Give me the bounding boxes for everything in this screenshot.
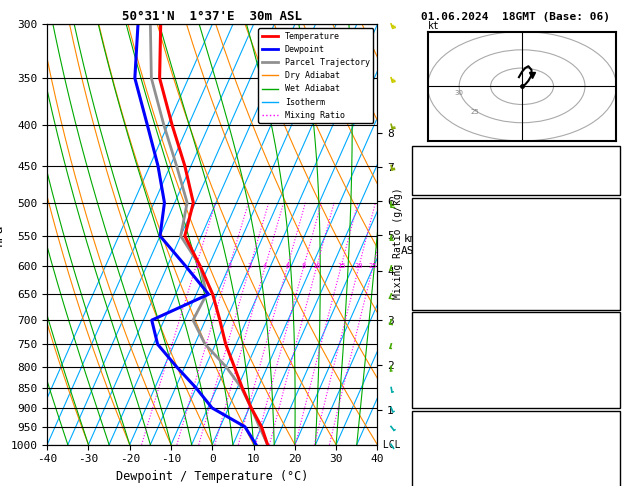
Text: 0: 0 (610, 293, 616, 303)
Text: 4: 4 (263, 263, 267, 269)
Text: Dewp (°C): Dewp (°C) (417, 231, 473, 241)
Text: 13.4: 13.4 (591, 215, 616, 226)
X-axis label: Dewpoint / Temperature (°C): Dewpoint / Temperature (°C) (116, 470, 308, 483)
Text: 0: 0 (610, 376, 616, 386)
Text: 63°: 63° (598, 459, 616, 469)
Text: 0: 0 (610, 392, 616, 402)
Text: PW (cm): PW (cm) (417, 179, 461, 189)
Text: 25: 25 (369, 263, 377, 269)
Text: 306: 306 (598, 246, 616, 257)
Text: 46: 46 (604, 163, 616, 174)
Legend: Temperature, Dewpoint, Parcel Trajectory, Dry Adiabat, Wet Adiabat, Isotherm, Mi: Temperature, Dewpoint, Parcel Trajectory… (259, 29, 373, 123)
Text: 8: 8 (610, 262, 616, 272)
Text: CIN (J): CIN (J) (417, 293, 461, 303)
Text: θₑ(K): θₑ(K) (417, 246, 448, 257)
Text: Totals Totals: Totals Totals (417, 163, 498, 174)
Text: K: K (417, 148, 423, 158)
Text: 25: 25 (470, 108, 479, 115)
Text: Lifted Index: Lifted Index (417, 361, 492, 371)
Text: kt: kt (428, 21, 440, 31)
Text: 10: 10 (313, 263, 321, 269)
Text: StmSpd (kt): StmSpd (kt) (417, 475, 486, 485)
Text: Most Unstable: Most Unstable (475, 314, 557, 324)
Text: 8: 8 (302, 263, 306, 269)
Text: 20: 20 (355, 263, 363, 269)
Text: Hodograph: Hodograph (487, 413, 544, 423)
Text: Surface: Surface (494, 200, 538, 210)
Text: 01.06.2024  18GMT (Base: 06): 01.06.2024 18GMT (Base: 06) (421, 12, 610, 22)
Text: Lifted Index: Lifted Index (417, 262, 492, 272)
Text: 3: 3 (248, 263, 252, 269)
Text: 4: 4 (610, 361, 616, 371)
Text: 313: 313 (598, 345, 616, 355)
Text: 15: 15 (337, 263, 345, 269)
Text: 0: 0 (610, 278, 616, 288)
Text: θₑ (K): θₑ (K) (417, 345, 455, 355)
Text: CIN (J): CIN (J) (417, 392, 461, 402)
Y-axis label: km
ASL: km ASL (401, 235, 421, 256)
Text: 21: 21 (604, 444, 616, 454)
Text: 800: 800 (598, 330, 616, 340)
Text: LCL: LCL (377, 440, 401, 450)
Text: Pressure (mb): Pressure (mb) (417, 330, 498, 340)
Text: 10.6: 10.6 (591, 231, 616, 241)
Text: SREH: SREH (417, 444, 442, 454)
Text: 6: 6 (286, 263, 289, 269)
Text: CAPE (J): CAPE (J) (417, 376, 467, 386)
Text: StmDir: StmDir (417, 459, 455, 469)
Text: 2: 2 (227, 263, 231, 269)
Text: 1: 1 (194, 263, 198, 269)
Text: 41: 41 (604, 428, 616, 438)
Text: EH: EH (417, 428, 430, 438)
Text: Mixing Ratio (g/kg): Mixing Ratio (g/kg) (393, 187, 403, 299)
Text: 9: 9 (610, 475, 616, 485)
Text: 2.4: 2.4 (598, 179, 616, 189)
Text: Temp (°C): Temp (°C) (417, 215, 473, 226)
Text: © weatheronline.co.uk: © weatheronline.co.uk (454, 470, 577, 480)
Y-axis label: hPa: hPa (0, 223, 5, 246)
Title: 50°31'N  1°37'E  30m ASL: 50°31'N 1°37'E 30m ASL (122, 10, 303, 23)
Text: 30: 30 (455, 90, 464, 96)
Text: CAPE (J): CAPE (J) (417, 278, 467, 288)
Text: 28: 28 (604, 148, 616, 158)
